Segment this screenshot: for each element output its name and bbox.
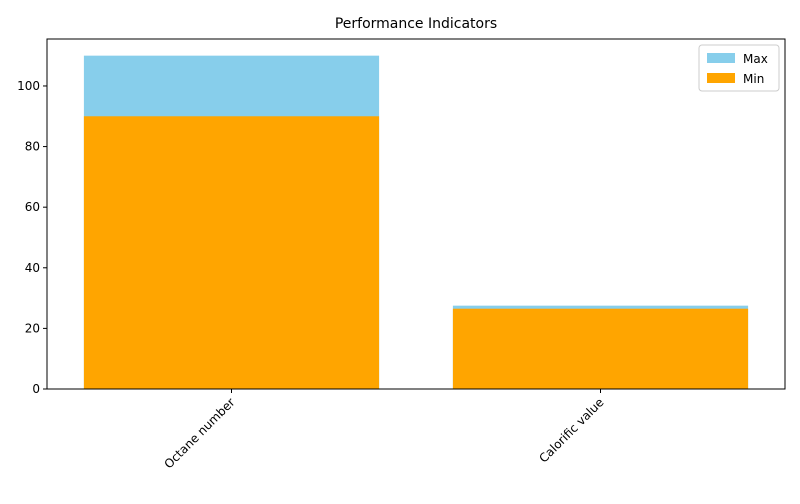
y-tick-label: 40 <box>25 261 40 275</box>
legend-swatch <box>707 73 735 83</box>
y-tick-label: 100 <box>17 79 40 93</box>
bar <box>452 308 749 389</box>
y-tick-label: 0 <box>32 382 40 396</box>
x-tick-label: Octane number <box>161 395 237 471</box>
plot-frame <box>46 38 786 390</box>
legend-label: Min <box>743 72 764 86</box>
y-tick-label: 20 <box>25 321 40 335</box>
bar <box>83 116 380 389</box>
legend-swatch <box>707 53 735 63</box>
y-tick-label: 60 <box>25 200 40 214</box>
legend-label: Max <box>743 52 768 66</box>
chart-title: Performance Indicators <box>335 16 497 32</box>
y-tick-label: 80 <box>25 140 40 154</box>
x-tick-label: Calorific value <box>536 395 606 465</box>
